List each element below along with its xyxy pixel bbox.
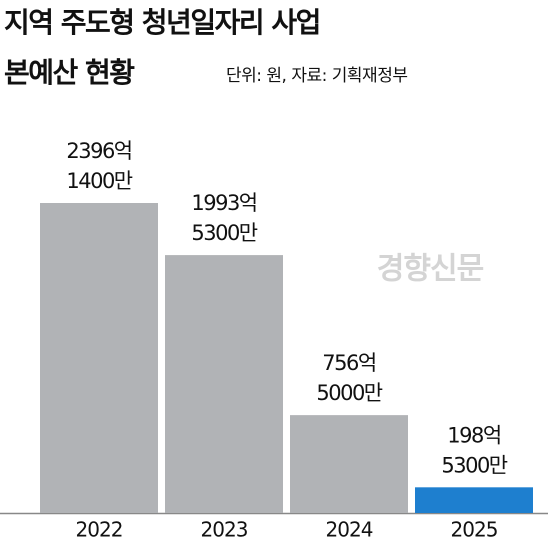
chart-title: 본예산 현황 — [4, 56, 135, 89]
value-label: 2396억 — [66, 139, 131, 163]
value-label: 1993억 — [191, 191, 256, 215]
value-label: 756억 — [322, 351, 375, 375]
value-label: 5300만 — [441, 453, 507, 477]
chart-title: 지역 주도형 청년일자리 사업 — [4, 6, 320, 39]
x-tick-label: 2022 — [76, 518, 123, 542]
x-tick-label: 2023 — [201, 518, 248, 542]
value-label: 5300만 — [191, 221, 257, 245]
watermark: 경향신문 — [377, 252, 484, 287]
bar — [165, 255, 283, 513]
bar — [40, 203, 158, 513]
bar — [415, 487, 533, 513]
value-label: 198억 — [447, 423, 500, 447]
subtitle: 단위: 원, 자료: 기획재정부 — [226, 66, 407, 86]
value-label: 5000만 — [316, 381, 382, 405]
bar — [290, 415, 408, 513]
x-tick-label: 2024 — [326, 518, 373, 542]
value-label: 1400만 — [66, 169, 132, 193]
x-tick-label: 2025 — [451, 518, 498, 542]
